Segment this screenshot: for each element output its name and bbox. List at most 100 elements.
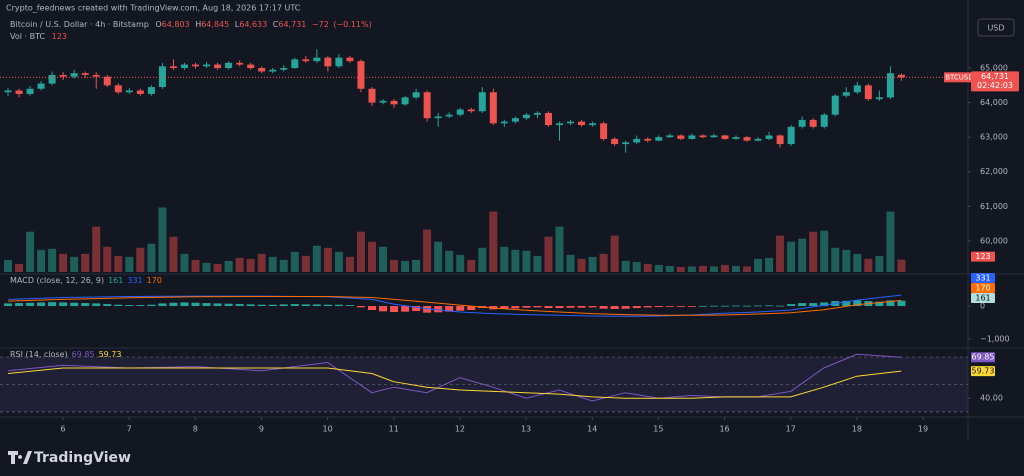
candle (511, 116, 519, 124)
candle-body (26, 88, 34, 94)
ohlc-key: C (273, 20, 279, 29)
macd-histogram-bar (401, 306, 410, 312)
macd-histogram-bar (147, 304, 156, 307)
axis-badge-label: 123 (975, 252, 990, 261)
candle-body (556, 123, 563, 126)
macd-histogram-bar (235, 304, 244, 307)
macd-histogram-bar (224, 303, 233, 307)
candle-body (247, 64, 255, 69)
volume-bar (202, 262, 211, 272)
macd-histogram-bar (754, 305, 763, 307)
candle-body (180, 64, 188, 69)
candle (864, 83, 872, 101)
macd-histogram-bar (37, 302, 46, 307)
candle (467, 107, 475, 113)
volume-bar (654, 264, 663, 272)
macd-histogram-bar (533, 306, 542, 308)
macd-histogram-bar (257, 304, 266, 307)
volume-bar (698, 265, 707, 272)
candle-body (886, 73, 894, 98)
ohlc-value: 64,633 (239, 20, 267, 29)
candle (203, 61, 211, 69)
candle (732, 135, 740, 140)
candle-body (368, 88, 376, 103)
volume-bar (59, 253, 68, 272)
candle (478, 87, 486, 113)
candle-body (48, 74, 56, 84)
volume-bar (831, 247, 840, 272)
candle-body (379, 100, 387, 103)
macd-histogram-bar (621, 306, 630, 309)
candle-body (291, 59, 299, 69)
candle-body (875, 97, 883, 100)
candle (59, 72, 67, 81)
candle (655, 135, 663, 142)
macd-histogram-bar (356, 306, 365, 308)
macd-histogram-bar (511, 306, 520, 309)
macd-histogram-bar (213, 303, 222, 307)
rsi-ma-line (8, 367, 902, 399)
macd-histogram-bar (467, 306, 476, 311)
volume-bar (776, 235, 785, 272)
macd-histogram-bar (820, 302, 829, 307)
volume-bar (522, 250, 531, 272)
macd-histogram-bar (599, 306, 608, 309)
change: −72 (312, 20, 329, 29)
rsi-value: 69.85 (72, 350, 95, 359)
candle (556, 121, 563, 141)
candle (544, 111, 552, 127)
axis-badge (971, 366, 995, 377)
macd-histogram-bar (676, 306, 685, 307)
candle (644, 137, 652, 143)
candle (500, 119, 508, 127)
candle-body (434, 116, 442, 119)
price-tag (971, 71, 1019, 92)
candle-body (710, 135, 718, 138)
volume-bar (345, 256, 354, 272)
candle-body (522, 114, 530, 119)
symbol-tag-label: BTCUSD (945, 73, 974, 81)
axis-badge (971, 283, 995, 294)
candle-body (776, 135, 784, 145)
candle-body (225, 62, 233, 69)
macd-histogram-bar (522, 306, 531, 308)
volume-bar (367, 241, 376, 272)
candle (743, 136, 751, 142)
price-tag-price: 64,731 (981, 72, 1009, 81)
candle-body (611, 138, 619, 145)
volume-bar (599, 253, 608, 272)
candle (48, 71, 56, 86)
y-tick-label: 62,000 (980, 167, 1008, 176)
currency[interactable]: USD (987, 24, 1004, 33)
y-tick-label: 65,000 (980, 64, 1008, 73)
candle-body (280, 68, 288, 70)
candle-body (236, 62, 244, 65)
volume-bar (356, 231, 365, 272)
candle-body (677, 135, 685, 139)
volume-bar (665, 265, 674, 272)
rsi-title: RSI (14, close) (10, 350, 68, 359)
candle-body (533, 112, 541, 115)
volume-bar (897, 259, 906, 272)
macd-histogram-bar (390, 306, 399, 312)
volume-bar (754, 258, 763, 272)
volume-legend: Vol · BTC 123 (10, 32, 67, 41)
candle (820, 112, 828, 129)
macd-histogram-bar (412, 306, 421, 311)
volume-bar (390, 259, 399, 272)
candle-body (412, 92, 420, 98)
volume-bar (37, 249, 46, 272)
candle (70, 69, 78, 79)
ohlc-key: L (235, 20, 240, 29)
macd-histogram-bar (798, 303, 807, 307)
candle-body (732, 137, 740, 139)
volume-bar (114, 255, 123, 272)
axis-badge-label: 59.73 (972, 367, 995, 376)
candle-body (37, 83, 45, 89)
macd-histogram-bar (136, 305, 145, 307)
macd-histogram-bar (279, 304, 288, 307)
macd-histogram-bar (698, 305, 707, 307)
currency-button[interactable] (977, 18, 1015, 37)
volume-bar (467, 259, 476, 272)
